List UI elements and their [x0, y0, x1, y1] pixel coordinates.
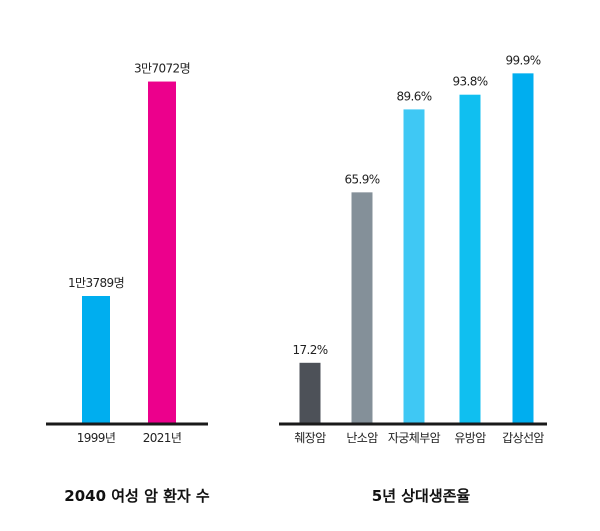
- bar: [148, 81, 176, 424]
- data-label: 99.9%: [505, 53, 540, 67]
- female-cancer-patients-chart: 1만3789명 1999년 3만7072명 2021년: [46, 62, 208, 445]
- category-label: 2021년: [143, 431, 182, 445]
- category-label: 갑상선암: [502, 431, 544, 445]
- bar: [351, 192, 373, 423]
- chart-title-patients: 2040 여성 암 환자 수: [64, 487, 210, 505]
- bar: [82, 295, 110, 423]
- bar: [299, 362, 321, 423]
- data-label: 65.9%: [344, 172, 379, 186]
- five-year-survival-chart: 17.2% 췌장암 65.9% 난소암 89.6% 자궁체부암 93.8% 유방암 99.9% 갑…: [279, 53, 547, 445]
- category-label: 유방암: [454, 431, 486, 445]
- bar: [459, 94, 481, 423]
- data-label: 3만7072명: [134, 62, 190, 76]
- category-label: 자궁체부암: [388, 431, 441, 445]
- category-label: 1999년: [77, 431, 116, 445]
- bar: [403, 109, 425, 424]
- bar: [512, 73, 534, 423]
- category-label: 난소암: [346, 431, 378, 445]
- category-label: 췌장암: [294, 431, 326, 445]
- data-label: 93.8%: [452, 75, 487, 89]
- data-label: 17.2%: [292, 343, 327, 357]
- chart-title-survival: 5년 상대생존율: [372, 487, 471, 505]
- data-label: 1만3789명: [68, 276, 124, 290]
- data-label: 89.6%: [396, 89, 431, 103]
